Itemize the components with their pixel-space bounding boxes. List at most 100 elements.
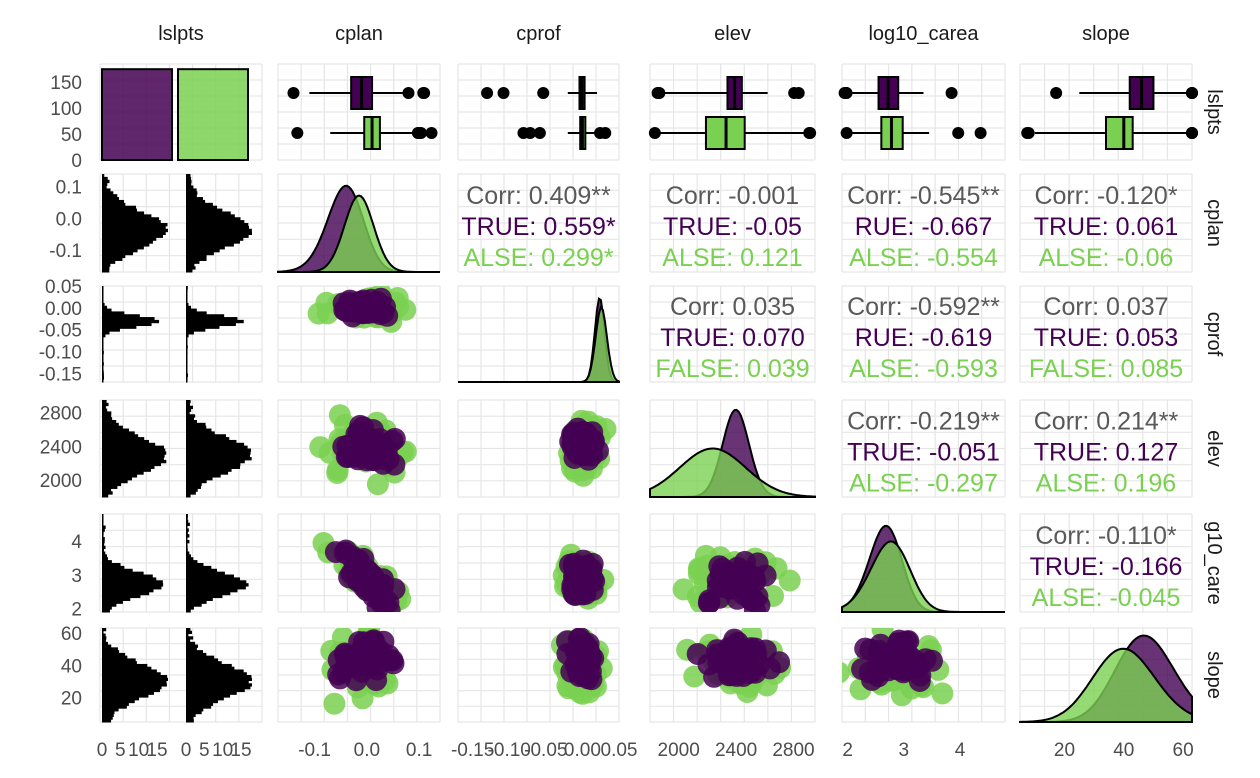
histogram-bar xyxy=(102,586,162,590)
histogram-bar xyxy=(186,217,241,221)
histogram-bar xyxy=(102,644,112,648)
histogram-bar xyxy=(186,609,191,613)
histogram-bar xyxy=(102,311,125,315)
histogram-bar xyxy=(102,630,104,635)
histogram-bar xyxy=(102,705,127,709)
histogram-bar xyxy=(186,661,222,665)
y-tick-label: 100 xyxy=(50,99,82,120)
histogram-bar xyxy=(186,266,196,270)
histogram-bar xyxy=(186,214,235,218)
y-tick-label: 0.0 xyxy=(56,209,82,230)
corr-panel-cprof-log10_carea: Corr: -0.592** RUE: -0.619 ALSE: -0.593 xyxy=(847,293,1000,383)
histogram-bar xyxy=(102,666,152,670)
corr-true: TRUE: 0.053 xyxy=(1034,324,1179,352)
histogram-bar xyxy=(186,563,204,567)
histogram-bar xyxy=(186,537,188,541)
histogram-bar xyxy=(102,367,104,372)
x-tick-label: 2 xyxy=(842,740,853,761)
histogram-bar xyxy=(186,699,218,704)
scatter-point-FALSE xyxy=(931,682,954,705)
corr-overall: Corr: -0.001 xyxy=(666,182,799,210)
scatter-point-FALSE xyxy=(778,569,801,592)
x-tick-label: 0.05 xyxy=(601,740,638,761)
histogram-bar xyxy=(102,661,137,665)
histogram-bar xyxy=(186,376,188,380)
histogram-bar xyxy=(186,454,250,458)
histogram-bar xyxy=(186,400,191,404)
histogram-bar xyxy=(102,297,104,301)
histogram-bar xyxy=(102,534,104,538)
histogram-bar xyxy=(186,594,223,599)
histogram-bar xyxy=(102,228,168,233)
row-label-cprof: cprof xyxy=(1203,312,1225,357)
histogram-bar xyxy=(102,448,166,452)
histogram-bar xyxy=(186,185,194,189)
panel-grid-r3c4 xyxy=(841,399,1006,498)
histogram-bar xyxy=(186,199,206,204)
histogram-bar xyxy=(186,359,188,363)
histogram-bar xyxy=(186,474,221,478)
histogram-bar xyxy=(102,583,164,587)
density-false-elev xyxy=(649,447,816,498)
histogram-bar xyxy=(186,269,193,273)
column-label-log10_carea: log10_carea xyxy=(868,23,979,45)
histogram-bar xyxy=(186,451,251,455)
histogram-bar xyxy=(102,319,160,324)
histogram-bar xyxy=(102,571,144,576)
histogram-bar xyxy=(102,539,105,544)
x-tick-label: 0.0 xyxy=(354,740,380,761)
histogram-bar xyxy=(186,459,245,464)
histogram-bar xyxy=(186,528,189,532)
histogram-bar xyxy=(102,370,104,375)
histogram-bar xyxy=(102,179,110,184)
histogram-bar xyxy=(186,525,188,529)
boxplot-outlier xyxy=(418,87,431,99)
histogram-bar xyxy=(102,628,107,632)
boxplot-outlier xyxy=(840,87,853,99)
y-tick-label: -0.1 xyxy=(49,241,82,262)
histogram-bar xyxy=(102,373,104,377)
histogram-bar xyxy=(102,422,119,427)
row-label-cplan: cplan xyxy=(1203,199,1225,247)
column-label-elev: elev xyxy=(714,23,751,45)
corr-panel-cplan-elev: Corr: -0.001 TRUE: -0.05 ALSE: 0.121 xyxy=(662,182,802,272)
boxplot-outlier xyxy=(651,87,664,99)
y-tick-label: 50 xyxy=(61,125,82,146)
histogram-bar xyxy=(186,325,220,329)
histogram-bar xyxy=(186,431,215,435)
histogram-bar xyxy=(186,263,195,267)
histogram-bar xyxy=(186,477,213,481)
panel-grid-r0c2 xyxy=(457,63,620,161)
histogram-bar xyxy=(102,669,157,673)
scatter-point-TRUE xyxy=(567,565,590,588)
histogram-bar xyxy=(102,658,136,662)
y-tick-label: 3 xyxy=(71,566,82,587)
histogram-bar xyxy=(102,266,110,270)
histogram-bar xyxy=(186,417,194,421)
histogram-bar xyxy=(186,560,198,564)
corr-panel-elev-slope: Corr: 0.214** TRUE: 0.127 ALSE: 0.196 xyxy=(1034,408,1179,498)
scatter-point-TRUE xyxy=(706,639,729,662)
histogram-bar xyxy=(102,485,118,489)
histogram-bar xyxy=(186,663,232,668)
histogram-bar xyxy=(186,314,225,318)
scatter-point-FALSE xyxy=(328,404,351,427)
histogram-bar xyxy=(102,359,104,363)
histogram-bar xyxy=(102,223,168,227)
histogram-bar xyxy=(102,214,152,218)
histogram-bar xyxy=(186,514,188,518)
boxplot-outlier xyxy=(412,127,425,139)
panel-grids xyxy=(99,63,1193,723)
histogram-bar xyxy=(102,425,123,430)
corr-true: TRUE: -0.051 xyxy=(847,439,1000,467)
histogram-bar xyxy=(102,208,137,212)
histogram-bar xyxy=(186,260,200,264)
histogram-bar xyxy=(186,308,197,312)
histogram-bar xyxy=(186,683,252,687)
x-tick-label: -0.1 xyxy=(298,740,331,761)
histogram-bar xyxy=(186,519,189,524)
corr-false: ALSE: -0.06 xyxy=(1039,244,1174,272)
corr-false: FALSE: 0.085 xyxy=(1029,355,1183,383)
histogram-bar xyxy=(102,454,165,458)
